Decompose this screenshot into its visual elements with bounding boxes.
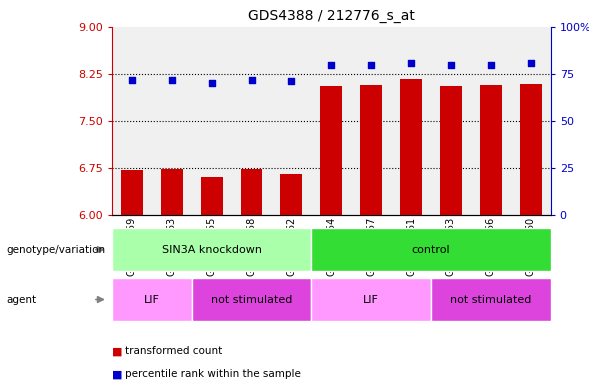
Bar [161,169,183,215]
Bar [240,169,263,215]
Bar [320,86,342,215]
Point [287,78,296,84]
Text: ■: ■ [112,346,123,356]
Bar [520,84,542,215]
Text: percentile rank within the sample: percentile rank within the sample [125,369,301,379]
Text: LIF: LIF [363,295,379,305]
Text: not stimulated: not stimulated [450,295,531,305]
Text: LIF: LIF [144,295,160,305]
Bar [121,170,143,215]
Point [326,61,336,68]
Point [486,61,495,68]
Text: agent: agent [6,295,36,305]
Point [127,76,137,83]
Point [247,76,256,83]
Point [207,80,216,86]
Title: GDS4388 / 212776_s_at: GDS4388 / 212776_s_at [248,9,415,23]
Text: ■: ■ [112,369,123,379]
Bar [360,84,382,215]
Point [406,60,416,66]
Point [526,60,535,66]
Point [167,76,177,83]
Bar [201,177,223,215]
Text: control: control [412,245,451,255]
Point [366,61,376,68]
Text: not stimulated: not stimulated [211,295,292,305]
Point [446,61,456,68]
Text: SIN3A knockdown: SIN3A knockdown [161,245,262,255]
Bar [280,174,302,215]
Bar [440,86,462,215]
Bar [480,85,502,215]
Text: genotype/variation: genotype/variation [6,245,105,255]
Bar [400,79,422,215]
Text: transformed count: transformed count [125,346,222,356]
